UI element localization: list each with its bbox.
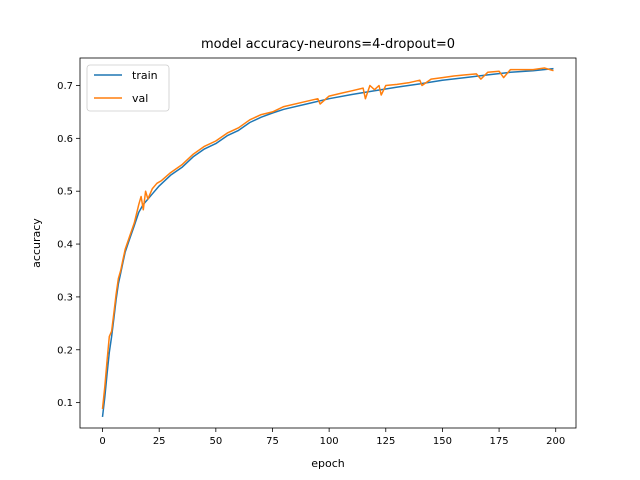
x-tick-label: 75 (266, 436, 279, 447)
y-tick-label: 0.5 (57, 187, 73, 198)
y-tick-label: 0.1 (57, 398, 73, 409)
plot-frame (79, 57, 577, 429)
chart-title: model accuracy-neurons=4-dropout=0 (201, 37, 455, 52)
y-tick-label: 0.2 (57, 345, 73, 356)
x-tick-label: 0 (99, 436, 105, 447)
plot-area (80, 58, 576, 428)
x-tick-label: 200 (546, 436, 565, 447)
legend-label-val: val (132, 92, 148, 105)
x-tick-label: 100 (320, 436, 339, 447)
series-line-val (101, 67, 554, 410)
y-tick-label: 0.7 (57, 81, 73, 92)
x-tick-label: 175 (490, 436, 509, 447)
y-axis-ticks: 0.1 0.2 0.3 0.4 0.5 0.6 0.7 (57, 81, 80, 409)
x-tick-label: 125 (376, 436, 395, 447)
x-axis-label: epoch (311, 457, 345, 470)
series-layer (101, 67, 554, 417)
x-axis-ticks: 0 25 50 75 100 125 150 175 200 (99, 428, 565, 447)
y-tick-label: 0.3 (57, 292, 73, 303)
y-tick-label: 0.6 (57, 134, 73, 145)
legend: train val (86, 64, 170, 112)
legend-label-train: train (132, 69, 158, 82)
series-line-train (101, 67, 554, 417)
x-tick-label: 150 (433, 436, 452, 447)
x-tick-label: 25 (153, 436, 166, 447)
x-tick-label: 50 (209, 436, 222, 447)
y-axis-label: accuracy (30, 218, 43, 268)
legend-box (86, 64, 170, 112)
y-tick-label: 0.4 (57, 240, 73, 251)
